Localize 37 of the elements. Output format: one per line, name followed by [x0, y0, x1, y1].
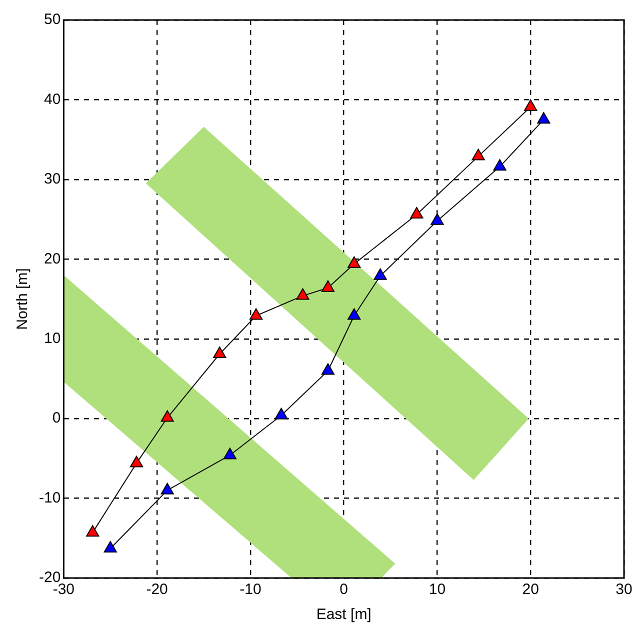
- y-axis-title: North [m]: [14, 268, 32, 330]
- point: [104, 541, 117, 553]
- x-tick-label: 30: [616, 581, 632, 598]
- point: [321, 280, 335, 292]
- y-tick-label: 40: [44, 90, 61, 108]
- point: [86, 525, 100, 537]
- point: [296, 288, 310, 300]
- x-axis-title: East [m]: [316, 606, 372, 624]
- point: [410, 207, 424, 219]
- point: [274, 408, 288, 420]
- y-tick-label: -10: [38, 489, 61, 506]
- y-tick-label: 20: [44, 250, 61, 268]
- point: [348, 256, 361, 268]
- point: [321, 363, 335, 375]
- point: [223, 448, 236, 460]
- point: [249, 308, 263, 320]
- x-tick-label: 10: [428, 581, 446, 598]
- x-tick-label: 0: [340, 581, 348, 598]
- point: [160, 482, 174, 494]
- y-tick-label: 30: [44, 170, 61, 188]
- point: [524, 99, 538, 111]
- point: [472, 148, 485, 160]
- y-tick-label: 10: [44, 330, 61, 347]
- point: [537, 112, 550, 124]
- x-tick-label: 20: [522, 581, 539, 598]
- x-tick-label: -30: [52, 581, 75, 598]
- y-tick-label: 0: [52, 410, 61, 427]
- point: [130, 456, 144, 468]
- point: [348, 308, 361, 320]
- point: [160, 410, 174, 422]
- x-tick-label: -20: [146, 581, 168, 598]
- point: [430, 213, 444, 225]
- point: [213, 346, 226, 358]
- x-tick-label: -10: [240, 581, 262, 598]
- point: [493, 159, 506, 171]
- y-tick-label: 50: [44, 11, 61, 28]
- point: [374, 268, 387, 280]
